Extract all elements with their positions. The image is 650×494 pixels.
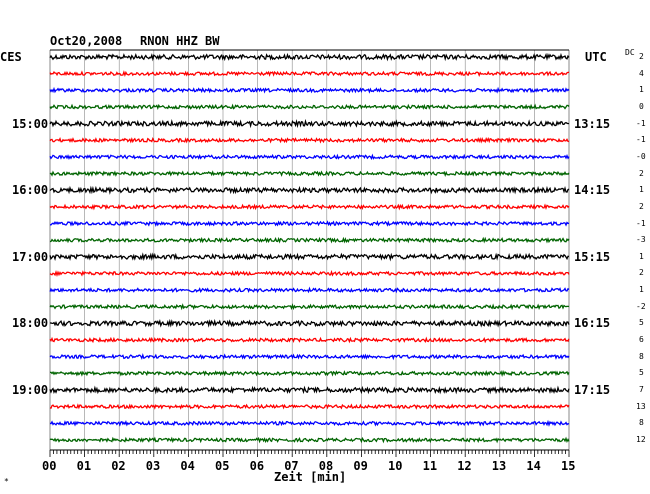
dc-offset-label: -0 — [636, 151, 646, 161]
record-date: Oct20,2008 — [50, 34, 123, 48]
dc-offset-label: -1 — [636, 218, 646, 228]
trace-line-15 — [49, 286, 570, 294]
x-axis-label: Zeit [min] — [274, 470, 347, 484]
right-time-label: 16:15 — [574, 316, 611, 331]
dc-offset-label: 1 — [639, 85, 644, 95]
dc-offset-label: 1 — [639, 185, 644, 195]
trace-line-5 — [49, 118, 570, 129]
dc-offset-label: 8 — [639, 351, 644, 361]
dc-offset-label: 8 — [639, 418, 644, 428]
right-time-label: 15:15 — [574, 249, 611, 264]
minute-grid — [49, 49, 570, 450]
trace-line-10 — [49, 203, 570, 211]
x-tick-label-05: 05 — [215, 459, 230, 473]
trace-line-11 — [50, 220, 570, 228]
trace-line-3 — [49, 86, 570, 94]
trace-line-1 — [49, 52, 570, 62]
x-tick-label-01: 01 — [76, 459, 92, 473]
dc-offset-label: 7 — [639, 385, 644, 394]
trace-line-23 — [49, 419, 570, 427]
dc-offset-label: 2 — [639, 201, 644, 211]
trace-line-24 — [49, 436, 570, 444]
trace-line-6 — [49, 136, 570, 144]
corner-mark: * — [4, 477, 9, 486]
dc-offset-label: -1 — [636, 135, 646, 145]
right-time-label: 14:15 — [574, 183, 611, 198]
left-time-label: 16:00 — [12, 183, 49, 198]
trace-line-7 — [49, 153, 570, 161]
seismic-traces — [49, 52, 570, 444]
right-timezone: UTC — [585, 50, 607, 64]
dc-offset-label: 5 — [639, 368, 644, 378]
x-tick-label-10: 10 — [388, 459, 403, 473]
dc-offset-label: 13 — [636, 401, 646, 411]
x-tick-label-03: 03 — [145, 459, 161, 473]
dc-offset-label: -3 — [636, 235, 646, 245]
trace-line-20 — [49, 369, 570, 378]
right-time-label: 17:15 — [574, 383, 611, 397]
dc-offset-label: -1 — [636, 118, 646, 128]
trace-line-17 — [49, 318, 570, 328]
x-tick-label-00: 00 — [42, 459, 57, 473]
dc-header: DC — [625, 48, 635, 57]
trace-line-19 — [49, 352, 570, 361]
dc-offset-label: 6 — [639, 335, 644, 345]
trace-line-16 — [49, 303, 570, 311]
trace-line-9 — [49, 185, 570, 195]
x-tick-label-11: 11 — [422, 459, 438, 473]
trace-line-2 — [49, 70, 570, 78]
left-time-label: 18:00 — [12, 316, 49, 331]
x-tick-label-15: 15 — [561, 459, 576, 473]
trace-line-14 — [49, 269, 570, 277]
x-tick-label-07: 07 — [284, 459, 299, 473]
x-axis — [49, 449, 570, 457]
dc-offset-label: 5 — [639, 318, 644, 328]
trace-line-21 — [49, 385, 570, 395]
x-tick-label-14: 14 — [526, 459, 541, 473]
station-code: RNON HHZ BW — [140, 34, 220, 48]
trace-line-8 — [49, 170, 570, 178]
trace-line-13 — [49, 252, 570, 262]
dc-offset-label: 2 — [639, 52, 644, 61]
left-timezone: CES — [0, 50, 22, 64]
trace-line-12 — [49, 236, 570, 244]
x-tick-label-04: 04 — [180, 459, 195, 473]
dc-offset-label: 1 — [639, 251, 644, 261]
x-tick-label-02: 02 — [111, 459, 126, 473]
trace-line-4 — [49, 103, 570, 111]
left-time-label: 19:00 — [12, 383, 49, 397]
dc-offset-label: 12 — [636, 434, 646, 444]
trace-line-22 — [49, 403, 570, 410]
dc-offset-label: 2 — [639, 168, 644, 178]
x-tick-label-12: 12 — [457, 459, 472, 473]
dc-offset-label: 2 — [639, 268, 644, 278]
left-time-label: 17:00 — [12, 249, 49, 264]
dc-offset-label: 1 — [639, 285, 644, 295]
trace-line-18 — [49, 336, 570, 344]
left-time-label: 15:00 — [12, 116, 49, 131]
dc-offset-label: 4 — [639, 68, 644, 78]
x-tick-label-13: 13 — [491, 459, 507, 473]
dc-offset-label: -2 — [636, 301, 646, 311]
x-tick-label-09: 09 — [353, 459, 368, 473]
dc-offset-label: 0 — [639, 101, 644, 111]
right-time-label: 13:15 — [574, 116, 611, 131]
x-tick-label-08: 08 — [318, 459, 334, 473]
x-tick-label-06: 06 — [249, 459, 265, 473]
